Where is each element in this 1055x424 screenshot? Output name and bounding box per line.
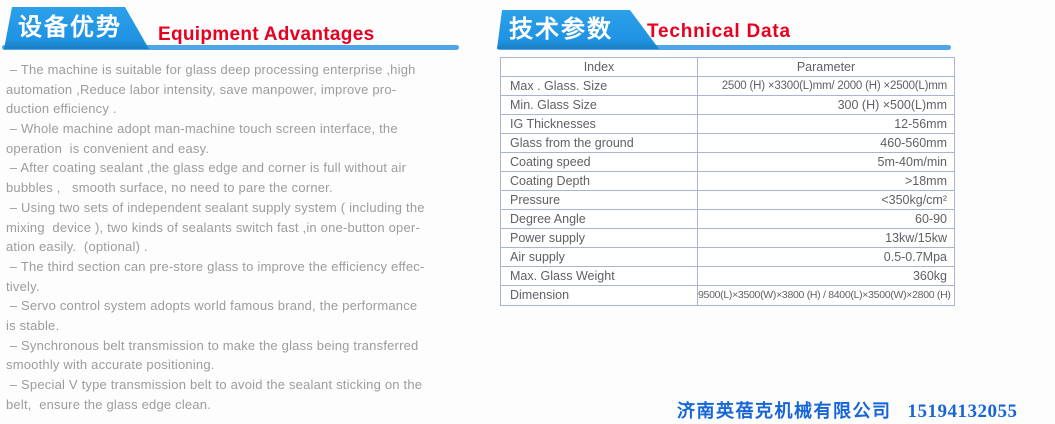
table-row: Coating speed 5m-40m/min xyxy=(501,153,954,172)
table-row: Power supply 13kw/15kw xyxy=(501,229,954,248)
left-section-title-cn: 设备优势 xyxy=(18,14,122,41)
row-parameter: 60-90 xyxy=(915,212,947,226)
table-row: Degree Angle 60-90 xyxy=(501,210,954,229)
row-index: Coating Depth xyxy=(501,172,698,190)
row-index: Dimension xyxy=(501,286,698,305)
row-parameter: 13kw/15kw xyxy=(885,231,947,245)
right-section-banner: 技术参数 xyxy=(497,10,659,49)
left-section-banner: 设备优势 xyxy=(4,7,149,49)
table-header-index: Index xyxy=(501,58,698,76)
row-index: Max. Glass Weight xyxy=(501,267,698,285)
table-row: Glass from the ground 460-560mm xyxy=(501,134,954,153)
right-section-title-en: Technical Data xyxy=(647,21,791,42)
row-parameter: 300 (H) ×500(L)mm xyxy=(837,98,947,112)
phone-number: 15194132055 xyxy=(907,401,1018,422)
table-row: Pressure <350kg/cm² xyxy=(501,191,954,210)
company-name: 济南英蓓克机械有限公司 xyxy=(677,401,892,421)
table-row: Air supply 0.5-0.7Mpa xyxy=(501,248,954,267)
table-row: Min. Glass Size 300 (H) ×500(L)mm xyxy=(501,96,954,115)
row-index: Degree Angle xyxy=(501,210,698,228)
row-parameter: >18mm xyxy=(904,174,947,188)
table-row: Coating Depth >18mm xyxy=(501,172,954,191)
table-row: Dimension 9500(L)×3500(W)×3800 (H) / 840… xyxy=(501,286,954,305)
technical-data-table: Index Parameter Max . Glass. Size 2500 (… xyxy=(500,57,955,306)
left-section-title-en: Equipment Advantages xyxy=(158,24,375,45)
row-parameter: <350kg/cm² xyxy=(881,193,947,207)
right-section-title-cn: 技术参数 xyxy=(509,16,613,43)
row-index: Air supply xyxy=(501,248,698,266)
row-parameter: 360kg xyxy=(912,269,947,283)
row-index: IG Thicknesses xyxy=(501,115,698,133)
row-parameter: 2500 (H) ×3300(L)mm/ 2000 (H) ×2500(L)mm xyxy=(721,80,947,92)
table-header-row: Index Parameter xyxy=(501,58,954,77)
table-header-parameter: Parameter xyxy=(796,60,856,74)
company-contact-line: 济南英蓓克机械有限公司 15194132055 xyxy=(677,397,1018,423)
row-parameter: 12-56mm xyxy=(894,117,947,131)
row-index: Pressure xyxy=(501,191,698,209)
table-row: IG Thicknesses 12-56mm xyxy=(501,115,954,134)
row-parameter: 5m-40m/min xyxy=(877,155,947,169)
row-index: Max . Glass. Size xyxy=(501,77,698,95)
row-parameter: 9500(L)×3500(W)×3800 (H) / 8400(L)×3500(… xyxy=(698,289,951,301)
table-row: Max. Glass Weight 360kg xyxy=(501,267,954,286)
equipment-advantages-text: – The machine is suitable for glass deep… xyxy=(6,62,425,412)
row-parameter: 460-560mm xyxy=(880,136,947,150)
row-index: Glass from the ground xyxy=(501,134,698,152)
row-index: Min. Glass Size xyxy=(501,96,698,114)
row-parameter: 0.5-0.7Mpa xyxy=(883,250,947,264)
right-header-underline xyxy=(497,45,951,50)
left-header-underline xyxy=(2,45,459,50)
table-row: Max . Glass. Size 2500 (H) ×3300(L)mm/ 2… xyxy=(501,77,954,96)
row-index: Power supply xyxy=(501,229,698,247)
row-index: Coating speed xyxy=(501,153,698,171)
